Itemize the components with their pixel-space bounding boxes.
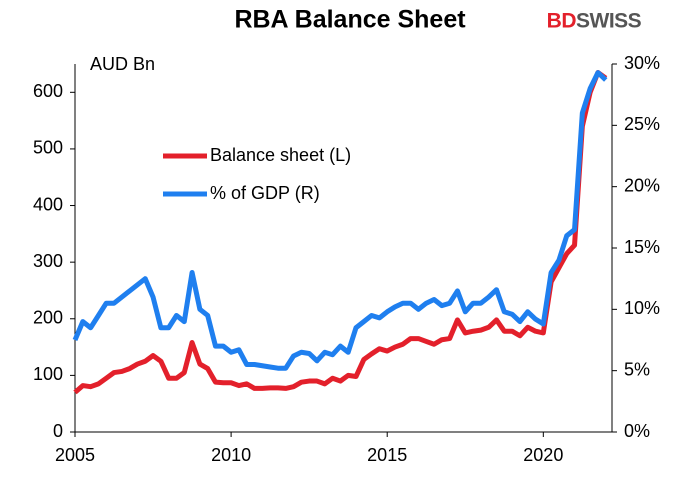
y-tick-label: 500 [33,138,63,158]
y-annotation: AUD Bn [90,54,155,74]
y2-tick-label: 10% [624,298,660,318]
y2-tick-label: 15% [624,237,660,257]
x-tick-label: 2020 [523,445,563,465]
y-tick-label: 200 [33,308,63,328]
y-tick-label: 300 [33,251,63,271]
y-tick-label: 600 [33,81,63,101]
y2-tick-label: 20% [624,175,660,195]
series-line [73,69,608,395]
y2-tick-label: 0% [624,421,650,441]
series-line [72,70,608,371]
legend-label: % of GDP (R) [210,183,320,203]
brand-first: BD [547,10,577,33]
x-tick-label: 2005 [55,445,95,465]
x-tick-label: 2015 [367,445,407,465]
y2-tick-label: 25% [624,114,660,134]
y-tick-label: 400 [33,194,63,214]
chart-title: RBA Balance Sheet [234,6,466,34]
legend-label: Balance sheet (L) [210,145,351,165]
y-tick-label: 100 [33,364,63,384]
brand-second: SWISS [576,10,642,33]
y2-tick-label: 30% [624,53,660,73]
y2-tick-label: 5% [624,359,650,379]
y-tick-label: 0 [53,421,63,441]
x-tick-label: 2010 [211,445,251,465]
